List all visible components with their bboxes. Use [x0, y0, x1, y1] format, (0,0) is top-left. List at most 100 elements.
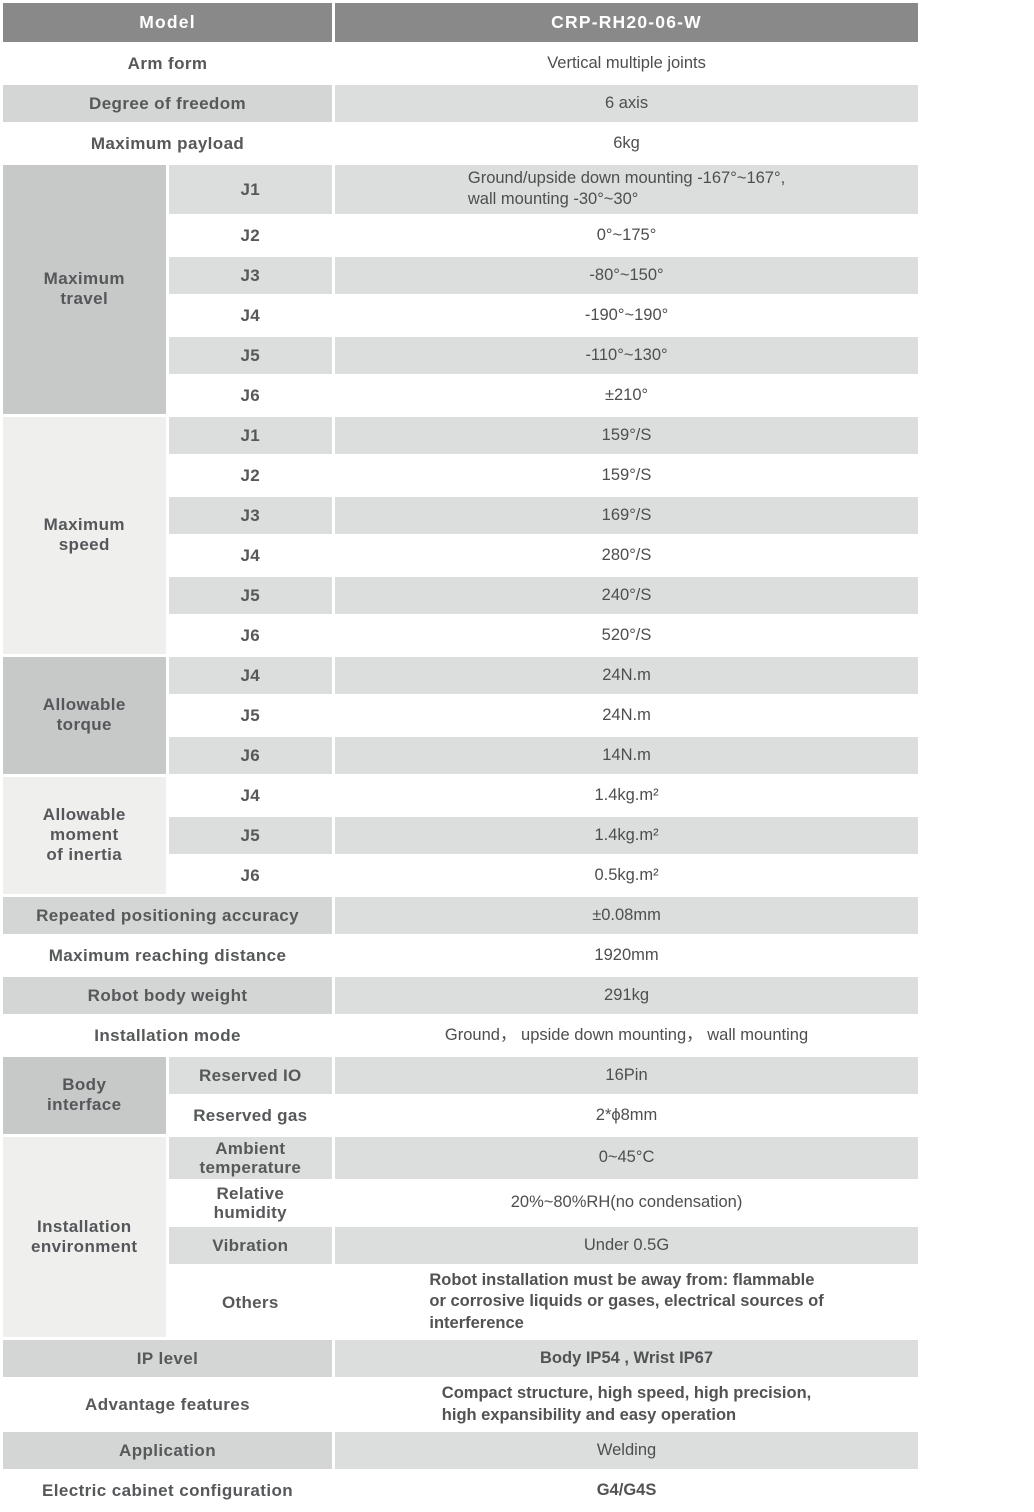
sub-label-j1: J1 [168, 416, 333, 454]
sub-label-reserved-gas: Reserved gas [168, 1096, 333, 1134]
spec-value-maximum-speed-j2: 159°/S [335, 456, 918, 494]
spec-row-degree-of-freedom: Degree of freedom 6 axis [3, 85, 918, 122]
spec-row-maximum-travel-4: J5 -110°~130° [3, 336, 918, 374]
spec-value-text: Ground/upside down mounting -167°~167°, … [467, 169, 786, 209]
sub-label-vibration: Vibration [168, 1227, 333, 1264]
spec-value-body-interface-reserved-io: 16Pin [335, 1056, 918, 1094]
spec-row-maximum-travel-0: Maximum travel J1 Ground/upside down mount… [3, 165, 918, 414]
table-header-row: Model CRP-RH20-06-W [3, 3, 918, 42]
spec-row-maximum-speed-1: J2 159°/S [3, 456, 918, 494]
spec-row-maximum-speed-5: J6 520°/S [3, 616, 918, 654]
sub-label-j6: J6 [168, 616, 333, 654]
spec-value-application: Welding [335, 1432, 918, 1470]
spec-value-installation-environment-ambient-temperature: 0~45°C [335, 1136, 918, 1179]
spec-row-electric-cabinet-configuration: Electric cabinet configuration G4/G4S [3, 1472, 918, 1510]
sub-label-j5: J5 [168, 336, 333, 374]
spec-row-installation-environment-0: Installation environment Ambient temperat… [3, 1136, 918, 1338]
spec-label-ip-level: IP level [3, 1340, 333, 1378]
spec-row-arm-form: Arm form Vertical multiple joints [3, 45, 918, 82]
spec-label-arm-form: Arm form [3, 45, 333, 82]
spec-label-robot-body-weight: Robot body weight [3, 976, 333, 1014]
spec-value-installation-mode: Ground， upside down mounting， wall mount… [335, 1016, 918, 1054]
group-label-maximum-speed: Maximum speed [3, 416, 166, 654]
spec-value-maximum-payload: 6kg [335, 125, 918, 162]
sub-label-others: Others [168, 1267, 333, 1338]
spec-label-advantage-features: Advantage features [3, 1380, 333, 1430]
header-label-model: Model [3, 3, 333, 42]
spec-value-arm-form: Vertical multiple joints [335, 45, 918, 82]
spec-row-application: Application Welding [3, 1432, 918, 1470]
spec-value-maximum-speed-j4: 280°/S [335, 536, 918, 574]
spec-value-allowable-moment-of-inertia-j6: 0.5kg.m² [335, 856, 918, 894]
sub-label-j6: J6 [168, 856, 333, 894]
spec-row-repeated-positioning-accuracy: Repeated positioning accuracy ±0.08mm [3, 896, 918, 934]
header-value-model-number: CRP-RH20-06-W [335, 3, 918, 42]
sub-label-j5: J5 [168, 816, 333, 854]
group-label-allowable-torque: Allowable torque [3, 656, 166, 774]
spec-value-installation-environment-others: Robot installation must be away from: fl… [335, 1267, 918, 1338]
spec-row-allowable-moment-of-inertia-2: J6 0.5kg.m² [3, 856, 918, 894]
spec-row-maximum-speed-0: Maximum speed J1 159°/S [3, 416, 918, 654]
sub-label-j4: J4 [168, 536, 333, 574]
spec-value-maximum-reaching-distance: 1920mm [335, 936, 918, 974]
spec-value-maximum-travel-j4: -190°~190° [335, 296, 918, 334]
spec-value-allowable-torque-j4: 24N.m [335, 656, 918, 694]
spec-value-maximum-speed-j3: 169°/S [335, 496, 918, 534]
spec-row-robot-body-weight: Robot body weight 291kg [3, 976, 918, 1014]
sub-label-j5: J5 [168, 576, 333, 614]
spec-value-allowable-torque-j5: 24N.m [335, 696, 918, 734]
spec-row-maximum-travel-5: J6 ±210° [3, 376, 918, 414]
spec-table-body: Model CRP-RH20-06-W Arm form Vertical multi… [3, 3, 918, 1510]
spec-row-body-interface-0: Body interface Reserved IO 16Pin [3, 1056, 918, 1134]
sub-label-j2: J2 [168, 456, 333, 494]
sub-label-j5: J5 [168, 696, 333, 734]
spec-row-installation-mode: Installation mode Ground， upside down mou… [3, 1016, 918, 1054]
spec-value-robot-body-weight: 291kg [335, 976, 918, 1014]
spec-row-maximum-speed-2: J3 169°/S [3, 496, 918, 534]
spec-value-allowable-torque-j6: 14N.m [335, 736, 918, 774]
spec-label-repeated-positioning-accuracy: Repeated positioning accuracy [3, 896, 333, 934]
spec-row-allowable-moment-of-inertia-1: J5 1.4kg.m² [3, 816, 918, 854]
spec-row-maximum-payload: Maximum payload 6kg [3, 125, 918, 162]
spec-row-maximum-reaching-distance: Maximum reaching distance 1920mm [3, 936, 918, 974]
spec-value-body-interface-reserved-gas: 2*ϕ8mm [335, 1096, 918, 1134]
spec-label-electric-cabinet-configuration: Electric cabinet configuration [3, 1472, 333, 1510]
spec-value-ip-level: Body IP54 , Wrist IP67 [335, 1340, 918, 1378]
spec-value-maximum-travel-j2: 0°~175° [335, 216, 918, 254]
spec-value-allowable-moment-of-inertia-j4: 1.4kg.m² [335, 776, 918, 814]
spec-label-maximum-payload: Maximum payload [3, 125, 333, 162]
spec-value-maximum-travel-j3: -80°~150° [335, 256, 918, 294]
spec-value-text: Robot installation must be away from: fl… [429, 1271, 824, 1332]
sub-label-j4: J4 [168, 776, 333, 814]
spec-value-maximum-speed-j5: 240°/S [335, 576, 918, 614]
robot-spec-table: Model CRP-RH20-06-W Arm form Vertical multi… [3, 3, 918, 1510]
spec-value-maximum-speed-j1: 159°/S [335, 416, 918, 454]
group-label-maximum-travel: Maximum travel [3, 165, 166, 414]
spec-row-maximum-travel-1: J2 0°~175° [3, 216, 918, 254]
sub-label-j1: J1 [168, 165, 333, 214]
group-label-installation-environment: Installation environment [3, 1136, 166, 1338]
sub-label-ambient-temperature: Ambient temperature [168, 1136, 333, 1179]
spec-label-application: Application [3, 1432, 333, 1470]
spec-label-installation-mode: Installation mode [3, 1016, 333, 1054]
spec-value-degree-of-freedom: 6 axis [335, 85, 918, 122]
spec-row-maximum-speed-4: J5 240°/S [3, 576, 918, 614]
spec-value-text: Compact structure, high speed, high prec… [441, 1384, 812, 1424]
sub-label-j3: J3 [168, 496, 333, 534]
spec-value-maximum-travel-j6: ±210° [335, 376, 918, 414]
sub-label-j4: J4 [168, 296, 333, 334]
spec-label-maximum-reaching-distance: Maximum reaching distance [3, 936, 333, 974]
spec-row-allowable-torque-2: J6 14N.m [3, 736, 918, 774]
spec-row-allowable-moment-of-inertia-0: Allowable moment of inertia J4 1.4kg.m² [3, 776, 918, 894]
spec-row-installation-environment-1: Relative humidity 20%~80%RH(no condensati… [3, 1181, 918, 1224]
group-label-body-interface: Body interface [3, 1056, 166, 1134]
sub-label-relative-humidity: Relative humidity [168, 1181, 333, 1224]
spec-value-electric-cabinet-configuration: G4/G4S [335, 1472, 918, 1510]
spec-value-installation-environment-relative-humidity: 20%~80%RH(no condensation) [335, 1181, 918, 1224]
spec-value-advantage-features: Compact structure, high speed, high prec… [335, 1380, 918, 1430]
sub-label-j6: J6 [168, 376, 333, 414]
spec-value-repeated-positioning-accuracy: ±0.08mm [335, 896, 918, 934]
spec-row-ip-level: IP level Body IP54 , Wrist IP67 [3, 1340, 918, 1378]
sub-label-j2: J2 [168, 216, 333, 254]
